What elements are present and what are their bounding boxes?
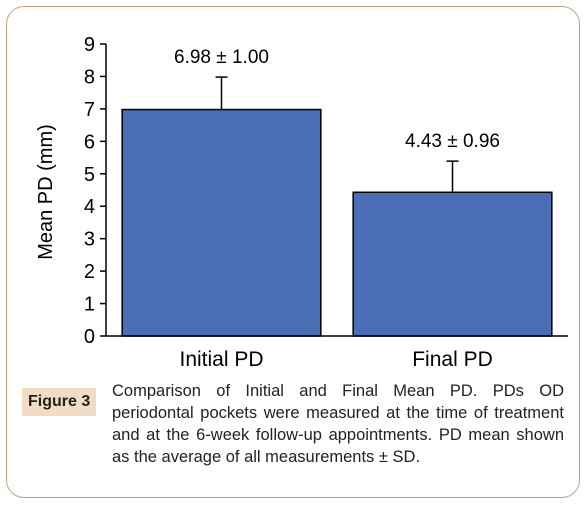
axes [105,44,568,337]
data-label: 4.43 ± 0.96 [405,131,500,152]
bars: 6.98 ± 1.00 Initial PD 4.43 ± 0.96 Final PD [121,47,553,371]
y-tick-label: 6 [84,131,95,153]
bar-chart: Mean PD (mm) 0 1 2 3 4 5 6 7 8 9 6.98 ± 1.00 Initi… [35,34,568,371]
bar [121,108,322,337]
x-tick-label: Final PD [412,348,493,371]
y-tick-label: 5 [84,164,95,186]
y-axis-title: Mean PD (mm) [35,124,57,260]
figure-label: Figure 3 [22,388,97,416]
y-tick-label: 9 [84,34,95,56]
y-tick-label: 1 [84,294,95,316]
x-tick-label: Initial PD [179,348,263,371]
data-label: 6.98 ± 1.00 [174,47,269,68]
y-tick-label: 8 [84,66,95,88]
y-tick-label: 3 [84,229,95,251]
y-axis-ticks: 0 1 2 3 4 5 6 7 8 9 [84,34,106,348]
y-tick-label: 4 [84,196,95,218]
y-tick-label: 2 [84,261,95,283]
bar [352,191,553,337]
y-tick-label: 7 [84,99,95,121]
figure-caption: Comparison of Initial and Final Mean PD.… [112,382,564,466]
y-tick-label: 0 [84,326,95,348]
